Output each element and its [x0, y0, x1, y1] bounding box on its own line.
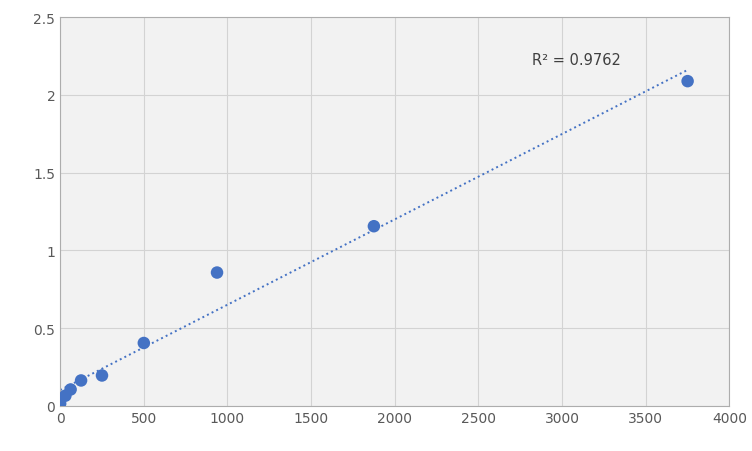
Text: R² = 0.9762: R² = 0.9762	[532, 53, 621, 68]
Point	[368, 223, 380, 230]
Point	[75, 377, 87, 384]
Point	[211, 269, 223, 276]
Point	[96, 372, 108, 379]
Point	[59, 392, 71, 400]
Point	[65, 386, 77, 393]
Point	[681, 78, 693, 86]
Point	[54, 400, 66, 407]
Point	[138, 340, 150, 347]
